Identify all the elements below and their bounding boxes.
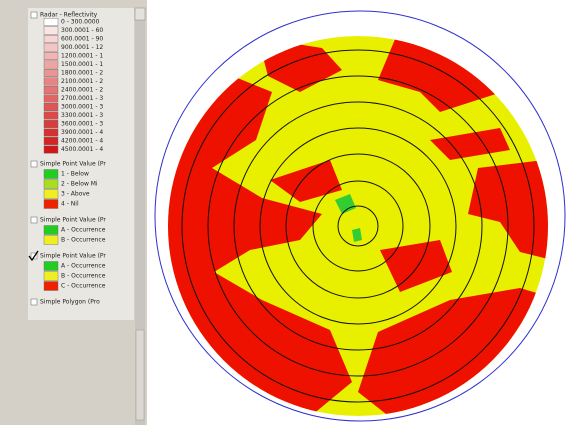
legend-label: 4500.0001 - 4 [61,146,103,153]
layer-name[interactable]: Simple Point Value (Pr [40,217,106,224]
legend-label: B - Occurrence [61,273,106,280]
legend-swatch [43,86,59,94]
checkmark[interactable] [28,250,39,262]
legend-label: 600.0001 - 90 [61,36,103,43]
legend-swatch [43,199,59,209]
legend-label: 3 - Above [61,191,90,198]
layer-name[interactable]: Simple Point Value (Pr [40,161,106,168]
scroll-thumb[interactable] [135,329,145,421]
legend-swatch [43,43,59,52]
legend-swatch [43,169,59,179]
legend-swatch [43,261,59,271]
legend-swatch [43,103,59,111]
layer-checkbox[interactable] [30,160,38,168]
legend-swatch [43,137,59,145]
legend-swatch [43,179,59,189]
legend-label: 4 - Nil [61,201,79,208]
layer-checkbox[interactable] [30,298,38,306]
legend-swatch [43,120,59,128]
legend-swatch [43,225,59,235]
legend-swatch [43,35,59,43]
legend-label: 900.0001 - 12 [61,44,103,51]
layer-checkbox[interactable] [30,216,38,224]
legend-label: 2400.0001 - 2 [61,87,103,94]
legend-label: 3000.0001 - 3 [61,104,103,111]
legend-swatch [43,235,59,245]
legend-label: 2100.0001 - 2 [61,78,103,85]
legend-label: A - Occurrence [61,263,106,270]
legend-swatch [43,94,59,103]
legend-label: 3300.0001 - 3 [61,112,103,119]
legend-swatch [43,111,59,120]
range-rings [181,49,535,403]
legend-swatch [43,52,59,60]
legend-swatch [43,128,59,137]
legend-label: 2700.0001 - 3 [61,95,103,102]
layer-name[interactable]: Simple Polygon (Pro [40,299,100,306]
legend-label: 0 - 300.0000 [61,19,100,26]
legend-swatch [43,77,59,86]
legend-label: A - Occurrence [61,227,106,234]
legend-label: 1 - Below [61,171,89,178]
legend-swatch [43,60,59,69]
legend-swatch [43,69,59,77]
legend-label: 1800.0001 - 2 [61,70,103,77]
legend-label: 3600.0001 - 3 [61,121,103,128]
legend-label: 1200.0001 - 1 [61,53,103,60]
layer-checkbox[interactable] [30,11,38,19]
scroll-up[interactable] [134,7,146,21]
legend-label: 2 - Below Mi [61,181,98,188]
legend-swatch [43,189,59,199]
scrollbar[interactable] [135,8,145,425]
legend-label: 3900.0001 - 4 [61,129,103,136]
legend-label: 300.0001 - 60 [61,27,103,34]
layer-name[interactable]: Simple Point Value (Pr [40,253,106,260]
extent-circle [154,10,566,422]
raster-green [335,194,362,242]
legend-swatch [43,145,59,154]
legend-label: C - Occurrence [61,283,106,290]
legend-swatch [43,271,59,281]
legend-label: B - Occurrence [61,237,106,244]
legend-swatch [43,26,59,35]
legend-label: 1500.0001 - 1 [61,61,103,68]
legend-swatch [43,18,59,26]
legend-swatch [43,281,59,291]
layer-name[interactable]: Radar - Reflectivity [40,12,98,19]
legend-label: 4200.0001 - 4 [61,138,103,145]
